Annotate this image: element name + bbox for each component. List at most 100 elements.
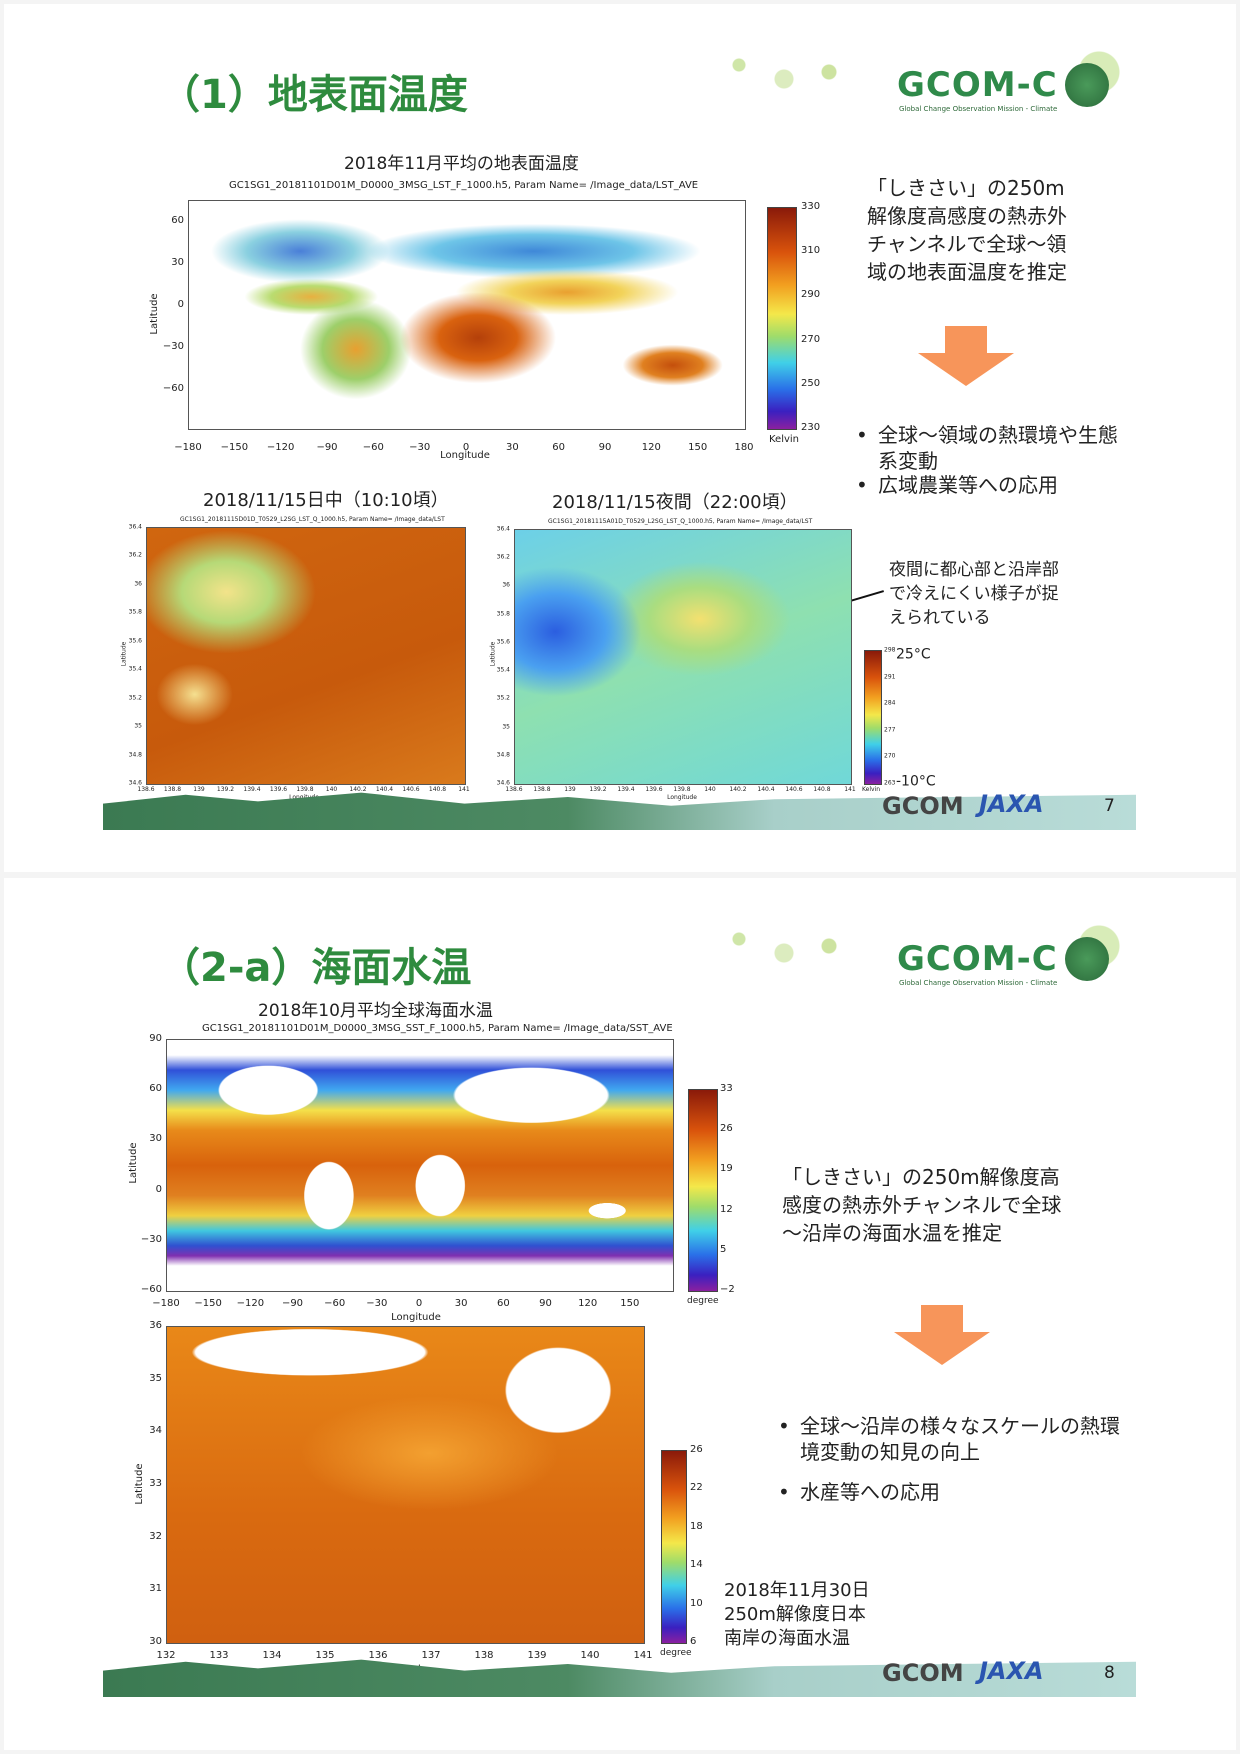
x-tick-label: 139.4 (243, 786, 261, 793)
x-tick-label: 60 (496, 1298, 510, 1309)
page-number: 7 (1104, 796, 1115, 816)
footer-logo: JAXA (979, 790, 1044, 818)
y-axis-label: Latitude (489, 641, 497, 667)
annotation: 南岸の海面水温 (724, 1628, 850, 1649)
y-axis-label: Latitude (128, 1142, 139, 1184)
colorbar-tick-label: 330 (801, 201, 821, 212)
colorbar-tick-label: 26 (690, 1444, 703, 1455)
colorbar-tick-label: 26 (720, 1123, 733, 1135)
x-tick-label: 30 (454, 1298, 468, 1309)
colorbar-tick-label: 10 (690, 1597, 703, 1609)
x-tick-label: 135 (315, 1650, 335, 1661)
logo-subtitle: Global Change Observation Mission - Clim… (899, 105, 1058, 113)
x-tick-label: 139.4 (617, 786, 635, 793)
description: 域の地表面温度を推定 (867, 260, 1067, 284)
colorbar-tick-label: 33 (720, 1083, 733, 1094)
figure-file: GC1SG1_20181101D01M_D0000_3MSG_SST_F_100… (202, 1023, 673, 1034)
slide-title: （1）地表面温度 (160, 72, 468, 118)
figure-title: 2018/11/15日中（10:10頃） (203, 490, 449, 511)
y-tick-label: 35 (149, 1372, 162, 1384)
y-tick-label: 35.4 (496, 666, 510, 674)
y-tick-label: 36 (134, 580, 142, 588)
colorbar-tick-label: 18 (690, 1520, 703, 1532)
figure-file: GC1SG1_20181115A01D_T0529_L2SG_LST_Q_100… (548, 518, 813, 525)
y-tick-label: 30 (171, 256, 184, 268)
colorbar-tick-label: 250 (801, 377, 821, 389)
y-tick-label: 90 (149, 1033, 162, 1044)
y-tick-label: −30 (140, 1233, 162, 1245)
description: 「しきさい」の250m (867, 176, 1065, 200)
x-tick-label: 90 (598, 442, 612, 453)
x-tick-label: 136 (368, 1650, 388, 1661)
y-tick-label: 34.8 (496, 751, 510, 759)
x-tick-label: 140 (580, 1650, 600, 1661)
bullet: 広域農業等への応用 (878, 473, 1058, 497)
colorbar (688, 1089, 718, 1292)
x-tick-label: 150 (620, 1298, 640, 1309)
arrow-shaft (944, 326, 988, 353)
y-tick-label: 36.4 (496, 525, 510, 533)
map-image (146, 527, 466, 785)
map-image (188, 200, 746, 430)
y-tick-label: 34 (149, 1425, 162, 1437)
figure-file: GC1SG1_20181115D01D_T0529_L2SG_LST_Q_100… (180, 516, 445, 523)
x-tick-label: 134 (262, 1650, 282, 1661)
x-tick-label: 139.2 (589, 786, 607, 793)
y-tick-label: 34.8 (128, 750, 142, 758)
y-tick-label: 33 (149, 1478, 162, 1489)
x-tick-label: 141 (458, 786, 470, 793)
y-tick-label: 36 (502, 581, 510, 589)
x-tick-label: 120 (578, 1298, 598, 1309)
y-tick-label: −60 (162, 383, 184, 395)
bullet-dot: • (778, 1414, 790, 1438)
colorbar-tick-label: 270 (884, 752, 896, 760)
y-axis-label: Latitude (120, 641, 128, 667)
colorbar-tick-label: 12 (720, 1203, 733, 1215)
y-tick-label: 36 (149, 1320, 162, 1331)
y-tick-label: 34.6 (128, 779, 142, 787)
figure-file: GC1SG1_20181101D01M_D0000_3MSG_LST_F_100… (229, 180, 699, 191)
annotation: で冷えにくい様子が捉 (889, 584, 1059, 604)
map-image (166, 1326, 645, 1644)
figure-title: 2018/11/15夜間（22:00頃） (552, 492, 798, 513)
colorbar-tick-label: 291 (884, 673, 896, 680)
x-tick-label: 140 (325, 786, 338, 793)
map-image (166, 1039, 674, 1292)
x-tick-label: −150 (194, 1298, 222, 1309)
x-tick-label: −90 (316, 442, 338, 453)
arrow-head (894, 1332, 990, 1365)
y-tick-label: 35.2 (128, 694, 142, 702)
x-tick-label: 60 (552, 442, 566, 453)
x-tick-label: −120 (236, 1298, 265, 1309)
x-tick-label: 120 (641, 442, 661, 453)
y-tick-label: −60 (140, 1284, 162, 1295)
y-tick-label: 35 (502, 722, 510, 730)
y-tick-label: 35.6 (128, 637, 142, 645)
colorbar-tick-label: 284 (884, 699, 896, 707)
logo-subtitle: Global Change Observation Mission - Clim… (899, 979, 1058, 987)
x-tick-label: 139.8 (673, 786, 691, 793)
y-axis-label: Latitude (134, 1463, 145, 1505)
y-tick-label: 0 (155, 1183, 162, 1195)
logo: GCOM-C (897, 939, 1058, 979)
footer-logo: JAXA (979, 1657, 1044, 1685)
y-tick-label: 36.2 (128, 551, 142, 559)
x-tick-label: 150 (688, 442, 708, 453)
y-tick-label: 35.6 (496, 638, 510, 646)
bullet: 全球〜領域の熱環境や生態系変動 (878, 423, 1118, 473)
x-tick-label: 133 (209, 1650, 229, 1661)
x-tick-label: 0 (415, 1298, 423, 1309)
colorbar-tick-label: 14 (690, 1559, 703, 1571)
colorbar-unit: Kelvin (862, 786, 881, 793)
colorbar (864, 650, 882, 785)
x-tick-label: 139 (193, 786, 205, 793)
colorbar-max-label: 25°C (896, 646, 931, 663)
x-tick-label: 140.4 (375, 786, 394, 793)
colorbar-tick-label: 22 (690, 1482, 703, 1494)
x-tick-label: 140.6 (785, 786, 803, 793)
x-tick-label: 139.6 (645, 786, 663, 793)
colorbar-min-label: -10°C (896, 773, 936, 790)
y-axis-label: Latitude (149, 293, 160, 335)
arrow-shaft (920, 1305, 964, 1332)
